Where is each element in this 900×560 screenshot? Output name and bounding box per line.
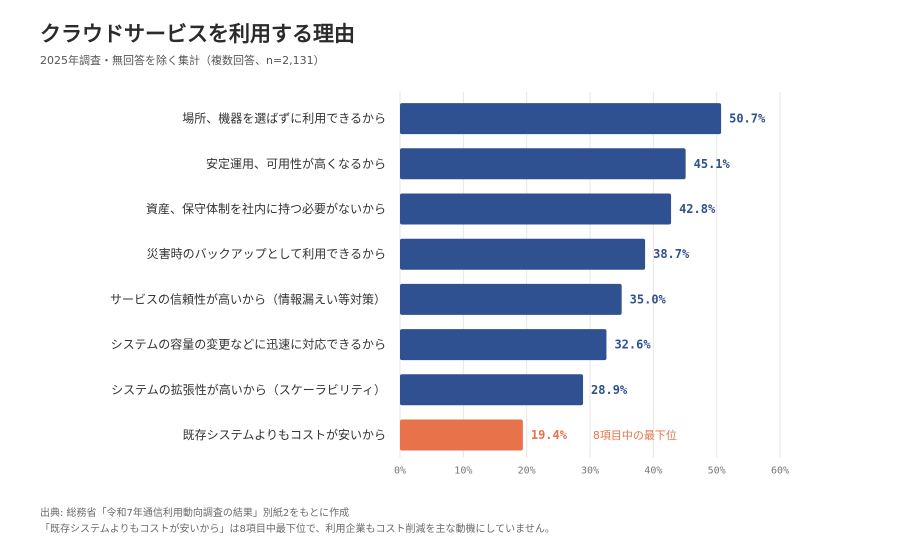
bar	[400, 148, 686, 180]
value-label: 32.6%	[614, 338, 651, 352]
bar	[400, 283, 622, 315]
value-label: 38.7%	[653, 247, 690, 261]
category-label: 災害時のバックアップとして利用できるから	[147, 246, 386, 261]
category-label: システムの拡張性が高いから（スケーラビリティ）	[111, 382, 386, 397]
category-label: 安定運用、可用性が高くなるから	[206, 156, 386, 171]
bar	[400, 193, 672, 225]
annotation-label: 8項目中の最下位	[593, 428, 677, 442]
bar	[400, 238, 646, 270]
bar	[400, 329, 607, 361]
value-label: 35.0%	[630, 292, 667, 306]
bar	[400, 103, 722, 135]
chart-footer: 出典: 総務省「令和7年通信利用動向調査の結果」別紙2をもとに作成 「既存システ…	[40, 506, 555, 538]
bar-chart: 0% 10% 20% 30% 40% 50% 60% 場所、機器を選ばずに利用できるから 50.…	[110, 92, 789, 477]
category-label: 場所、機器を選ばずに利用できるから	[182, 111, 386, 126]
bar	[400, 374, 584, 406]
chart-subtitle: 2025年調査・無回答を除く集計（複数回答、n=2,131）	[40, 54, 325, 67]
value-label: 28.9%	[591, 383, 628, 397]
x-tick-label: 0%	[394, 466, 406, 477]
category-label: サービスの信頼性が高いから（情報漏えい等対策）	[110, 291, 386, 306]
value-label: 19.4%	[531, 428, 568, 442]
bar	[400, 419, 523, 451]
category-label: 既存システムよりもコストが安いから	[183, 427, 386, 442]
x-tick-label: 40%	[644, 466, 662, 477]
x-tick-label: 20%	[518, 466, 536, 477]
chart-title: クラウドサービスを利用する理由	[40, 22, 355, 46]
x-tick-label: 10%	[454, 466, 472, 477]
footnote: 「既存システムよりもコストが安いから」は8項目中最下位で、利用企業もコスト削減を…	[40, 524, 555, 535]
x-tick-label: 30%	[581, 466, 599, 477]
value-label: 42.8%	[679, 202, 716, 216]
source-note: 出典: 総務省「令和7年通信利用動向調査の結果」別紙2をもとに作成	[40, 508, 350, 519]
value-label: 45.1%	[694, 157, 731, 171]
category-label: 資産、保守体制を社内に持つ必要がないから	[146, 201, 386, 216]
value-label: 50.7%	[729, 112, 766, 126]
x-tick-label: 50%	[708, 466, 726, 477]
x-tick-label: 60%	[771, 466, 789, 477]
category-label: システムの容量の変更などに迅速に対応できるから	[111, 337, 386, 352]
